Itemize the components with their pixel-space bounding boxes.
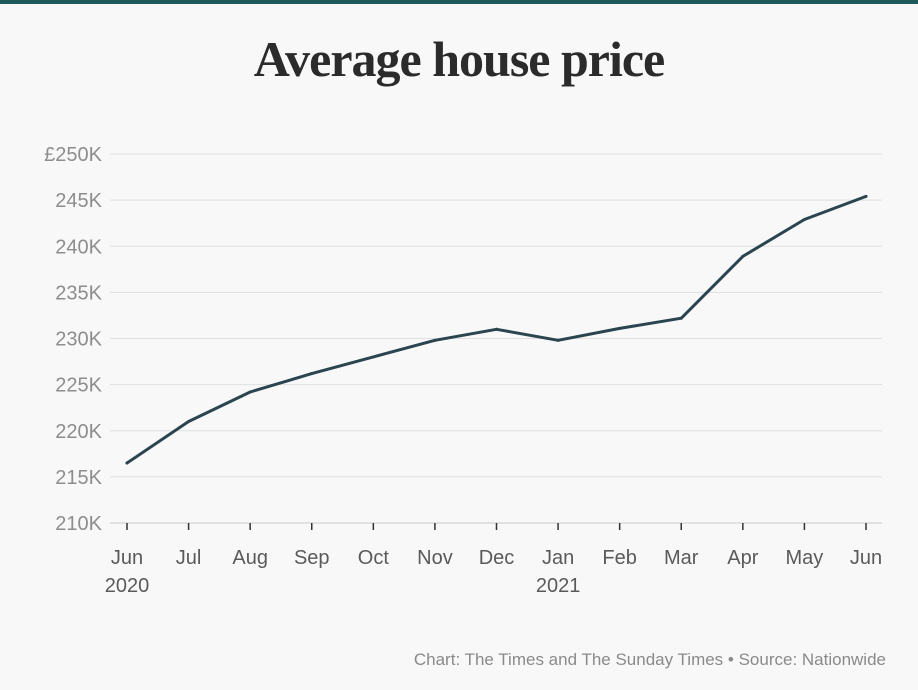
x-tick-label: Jun — [111, 547, 143, 569]
data-point — [556, 338, 560, 342]
data-point — [310, 372, 314, 376]
x-tick-label: Jul — [176, 547, 202, 569]
x-tick-label: Apr — [727, 547, 758, 569]
x-year-label: 2020 — [105, 575, 150, 597]
data-point — [433, 338, 437, 342]
x-tick-label: May — [786, 547, 824, 569]
data-point — [802, 217, 806, 221]
y-tick-label: 245K — [55, 190, 102, 212]
top-accent-rule — [0, 0, 918, 4]
chart-title: Average house price — [253, 31, 666, 87]
data-point — [125, 461, 129, 465]
data-point — [371, 355, 375, 359]
y-tick-label: 210K — [55, 513, 102, 535]
x-tick-label: Dec — [479, 547, 515, 569]
y-tick-label: 235K — [55, 282, 102, 304]
x-year-label: 2021 — [536, 575, 581, 597]
y-tick-label: 220K — [55, 421, 102, 443]
y-tick-label: 225K — [55, 375, 102, 397]
y-tick-label: 215K — [55, 467, 102, 489]
data-point — [679, 316, 683, 320]
data-point — [187, 420, 191, 424]
data-point — [495, 327, 498, 331]
y-tick-label: 230K — [55, 329, 102, 351]
x-tick-label: Oct — [358, 547, 390, 569]
x-tick-label: Nov — [417, 547, 453, 569]
x-axis: Jun Jul Aug Sep Oct Nov Dec Jan Feb Mar Apr May Jun 2… — [105, 523, 882, 597]
data-point — [618, 326, 622, 330]
x-tick-label: Mar — [664, 547, 699, 569]
x-tick-label: Feb — [602, 547, 636, 569]
y-tick-label: 240K — [55, 236, 102, 258]
x-tick-label: Jan — [542, 547, 574, 569]
grid-lines — [110, 153, 882, 524]
series-lines — [125, 194, 868, 465]
data-point — [864, 194, 868, 198]
y-tick-label: £250K — [44, 144, 102, 166]
data-point — [248, 390, 252, 394]
data-point — [741, 254, 745, 258]
x-tick-label: Sep — [294, 547, 330, 569]
chart-footer-source: Chart: The Times and The Sunday Times • … — [413, 650, 886, 669]
y-axis: 210K 215K 220K 225K 230K 235K 240K 245K £250K — [44, 144, 102, 535]
x-tick-label: Aug — [232, 547, 268, 569]
x-tick-label: Jun — [850, 547, 882, 569]
